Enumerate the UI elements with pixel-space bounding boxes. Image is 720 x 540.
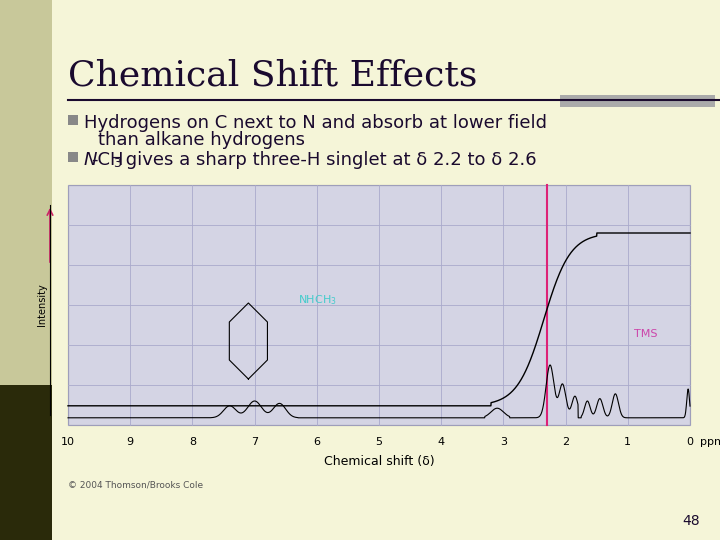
Bar (68, 185, 690, 425)
Text: Intensity: Intensity (37, 284, 47, 326)
Bar (68, 152, 78, 162)
Text: 10: 10 (61, 437, 75, 447)
Text: 48: 48 (683, 514, 700, 528)
Text: 3: 3 (500, 437, 507, 447)
Text: © 2004 Thomson/Brooks Cole: © 2004 Thomson/Brooks Cole (68, 480, 203, 489)
Text: N: N (84, 151, 97, 169)
Text: TMS: TMS (634, 329, 657, 339)
Text: Chemical shift (δ): Chemical shift (δ) (324, 455, 434, 468)
Text: 7: 7 (251, 437, 258, 447)
Text: gives a sharp three-H singlet at δ 2.2 to δ 2.6: gives a sharp three-H singlet at δ 2.2 t… (120, 151, 536, 169)
Text: 2: 2 (562, 437, 570, 447)
Bar (560, 95, 715, 107)
Text: 0: 0 (686, 437, 693, 447)
Text: 3: 3 (113, 157, 121, 170)
Text: ppm: ppm (700, 437, 720, 447)
Bar (0, 0, 52, 540)
Text: Chemical Shift Effects: Chemical Shift Effects (68, 58, 477, 92)
Text: 6: 6 (313, 437, 320, 447)
Text: Hydrogens on C next to N and absorb at lower field: Hydrogens on C next to N and absorb at l… (84, 114, 547, 132)
Text: 5: 5 (376, 437, 382, 447)
Text: 1: 1 (624, 437, 631, 447)
Bar (0, 385, 52, 540)
Bar (68, 115, 78, 125)
Text: 8: 8 (189, 437, 196, 447)
Text: NHCH$_3$: NHCH$_3$ (298, 293, 337, 307)
Text: 4: 4 (438, 437, 445, 447)
Text: -CH: -CH (91, 151, 124, 169)
Text: 9: 9 (127, 437, 134, 447)
Text: than alkane hydrogens: than alkane hydrogens (98, 131, 305, 149)
